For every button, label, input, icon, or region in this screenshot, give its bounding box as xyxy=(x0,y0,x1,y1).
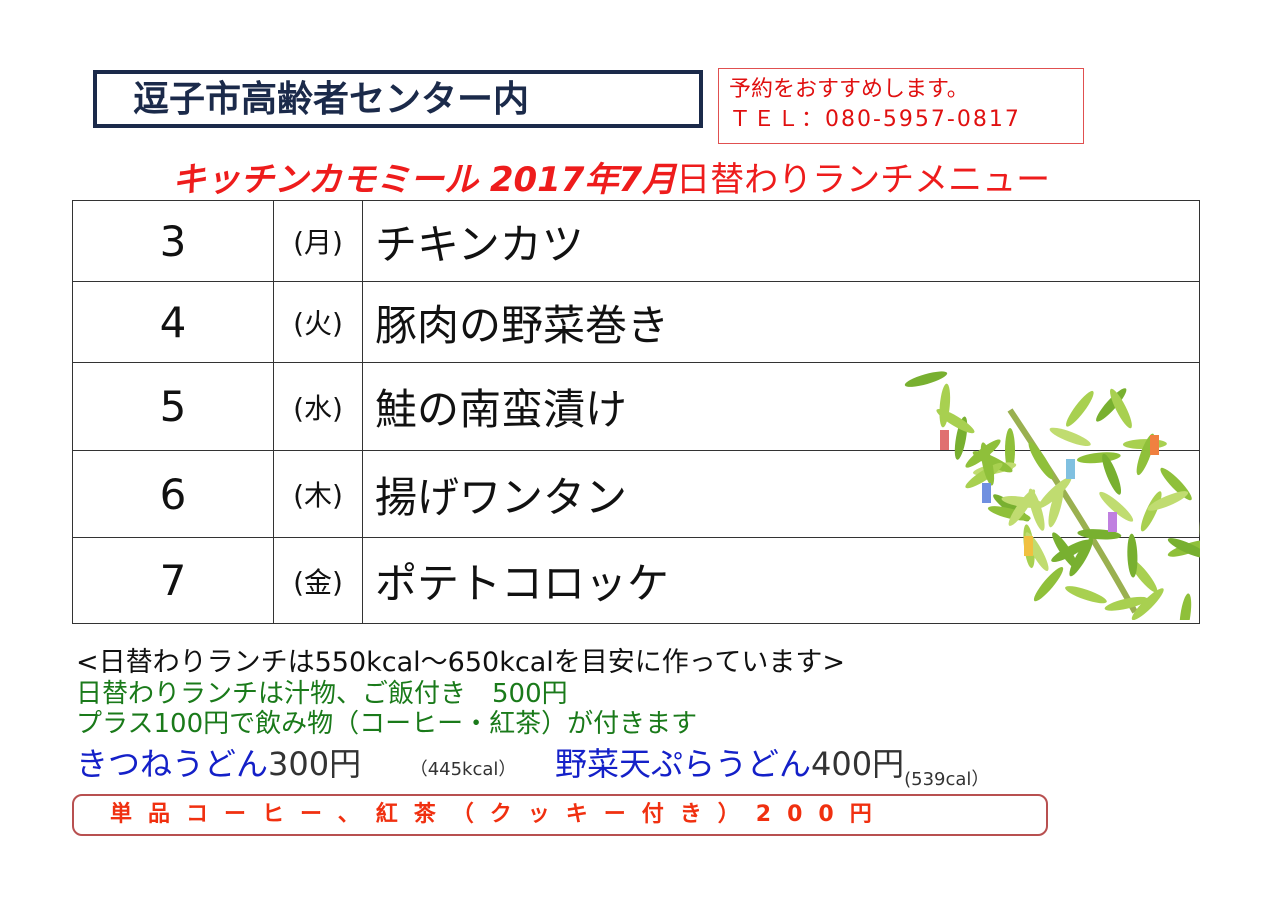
leaf xyxy=(1102,453,1122,495)
leaf xyxy=(1048,484,1064,528)
calorie-note: <日替わりランチは550kcal～650kcalを目安に作っています> xyxy=(76,647,846,678)
leaf xyxy=(1066,390,1094,427)
reservation-box: 予約をおすすめします。 ＴＥＬ：080-5957-0817 xyxy=(718,68,1084,144)
menu-row: 5 (水) 鮭の南蛮漬け xyxy=(72,362,1200,451)
tanzaku xyxy=(940,430,949,450)
yasai-price: 400円 xyxy=(811,745,905,783)
reservation-note: 予約をおすすめします。 xyxy=(729,77,969,102)
menu-row: 3 (月) チキンカツ xyxy=(72,200,1200,282)
leaf xyxy=(1028,441,1054,480)
leaf xyxy=(1127,533,1138,578)
notes: <日替わりランチは550kcal～650kcalを目安に作っています> 日替わり… xyxy=(76,640,989,790)
page-title: キッチンカモミール 2017年7月日替わりランチメニュー xyxy=(172,152,1050,201)
leaf xyxy=(1147,491,1189,511)
leaf xyxy=(1005,428,1015,472)
tanabata-bamboo-icon xyxy=(904,371,1200,620)
set-note: 日替わりランチは汁物、ご飯付き 500円 xyxy=(76,679,568,709)
leaf xyxy=(1110,388,1132,429)
kitsune-cal: （445kcal） xyxy=(409,759,517,780)
leaf xyxy=(1033,566,1064,602)
dish-cell: 豚肉の野菜巻き xyxy=(362,281,1200,363)
menu-row: 6 (木) 揚げワンタン xyxy=(72,450,1200,538)
yasai-cal: (539cal） xyxy=(904,769,990,790)
leaf xyxy=(1099,491,1134,522)
leaf xyxy=(936,408,975,434)
tanzaku xyxy=(1108,512,1117,532)
location-box: 逗子市高齢者センター内 xyxy=(93,70,703,128)
menu-title: 日替わりランチメニュー xyxy=(676,160,1051,200)
day-cell: 3 xyxy=(72,200,274,282)
weekday-cell: (木) xyxy=(273,450,363,538)
leaf xyxy=(1167,538,1200,559)
leaf xyxy=(1179,593,1192,620)
shop-title: キッチンカモミール 2017年7月 xyxy=(172,160,677,200)
day-cell: 5 xyxy=(72,362,274,451)
tanzaku xyxy=(1024,536,1033,556)
leaf xyxy=(980,442,995,486)
weekday-cell: (月) xyxy=(273,200,363,282)
leaf xyxy=(1140,491,1162,532)
leaf xyxy=(1008,489,1036,526)
leaf xyxy=(1052,532,1079,570)
kitsune-name: きつねうどん xyxy=(76,745,269,783)
dish-cell: 揚げワンタン xyxy=(362,450,1200,538)
drink-note: プラス100円で飲み物（コーヒー・紅茶）が付きます xyxy=(76,709,698,739)
weekday-cell: (金) xyxy=(273,537,363,624)
leaf xyxy=(1076,452,1121,464)
leaf xyxy=(1049,427,1091,447)
day-cell: 7 xyxy=(72,537,274,624)
day-cell: 6 xyxy=(72,450,274,538)
phone-number: ＴＥＬ：080-5957-0817 xyxy=(729,107,1021,132)
tanzaku xyxy=(1066,459,1075,479)
dish-cell: チキンカツ xyxy=(362,200,1200,282)
tanzaku xyxy=(982,483,991,503)
weekday-cell: (水) xyxy=(273,362,363,451)
leaf xyxy=(1038,477,1072,509)
weekday-cell: (火) xyxy=(273,281,363,363)
tanzaku xyxy=(1150,435,1159,455)
leaf xyxy=(1136,433,1155,476)
leaf xyxy=(1104,596,1148,611)
leaf xyxy=(1131,588,1164,620)
menu-table: 3 (月) チキンカツ 4 (火) 豚肉の野菜巻き 5 (水) 鮭の南蛮漬け 6 (木) 揚げワンタン… xyxy=(72,200,1200,624)
yasai-name: 野菜天ぷらうどん xyxy=(555,745,812,783)
leaf xyxy=(1199,502,1200,547)
udon-line: きつねうどん300円 （445kcal） 野菜天ぷらうどん400円(539cal… xyxy=(76,739,989,790)
single-drink-box: 単品コーヒー、紅茶（クッキー付き）200円 xyxy=(72,794,1048,836)
day-cell: 4 xyxy=(72,281,274,363)
leaf xyxy=(1065,586,1107,604)
kitsune-price: 300円 xyxy=(268,745,362,783)
leaf xyxy=(904,371,948,387)
